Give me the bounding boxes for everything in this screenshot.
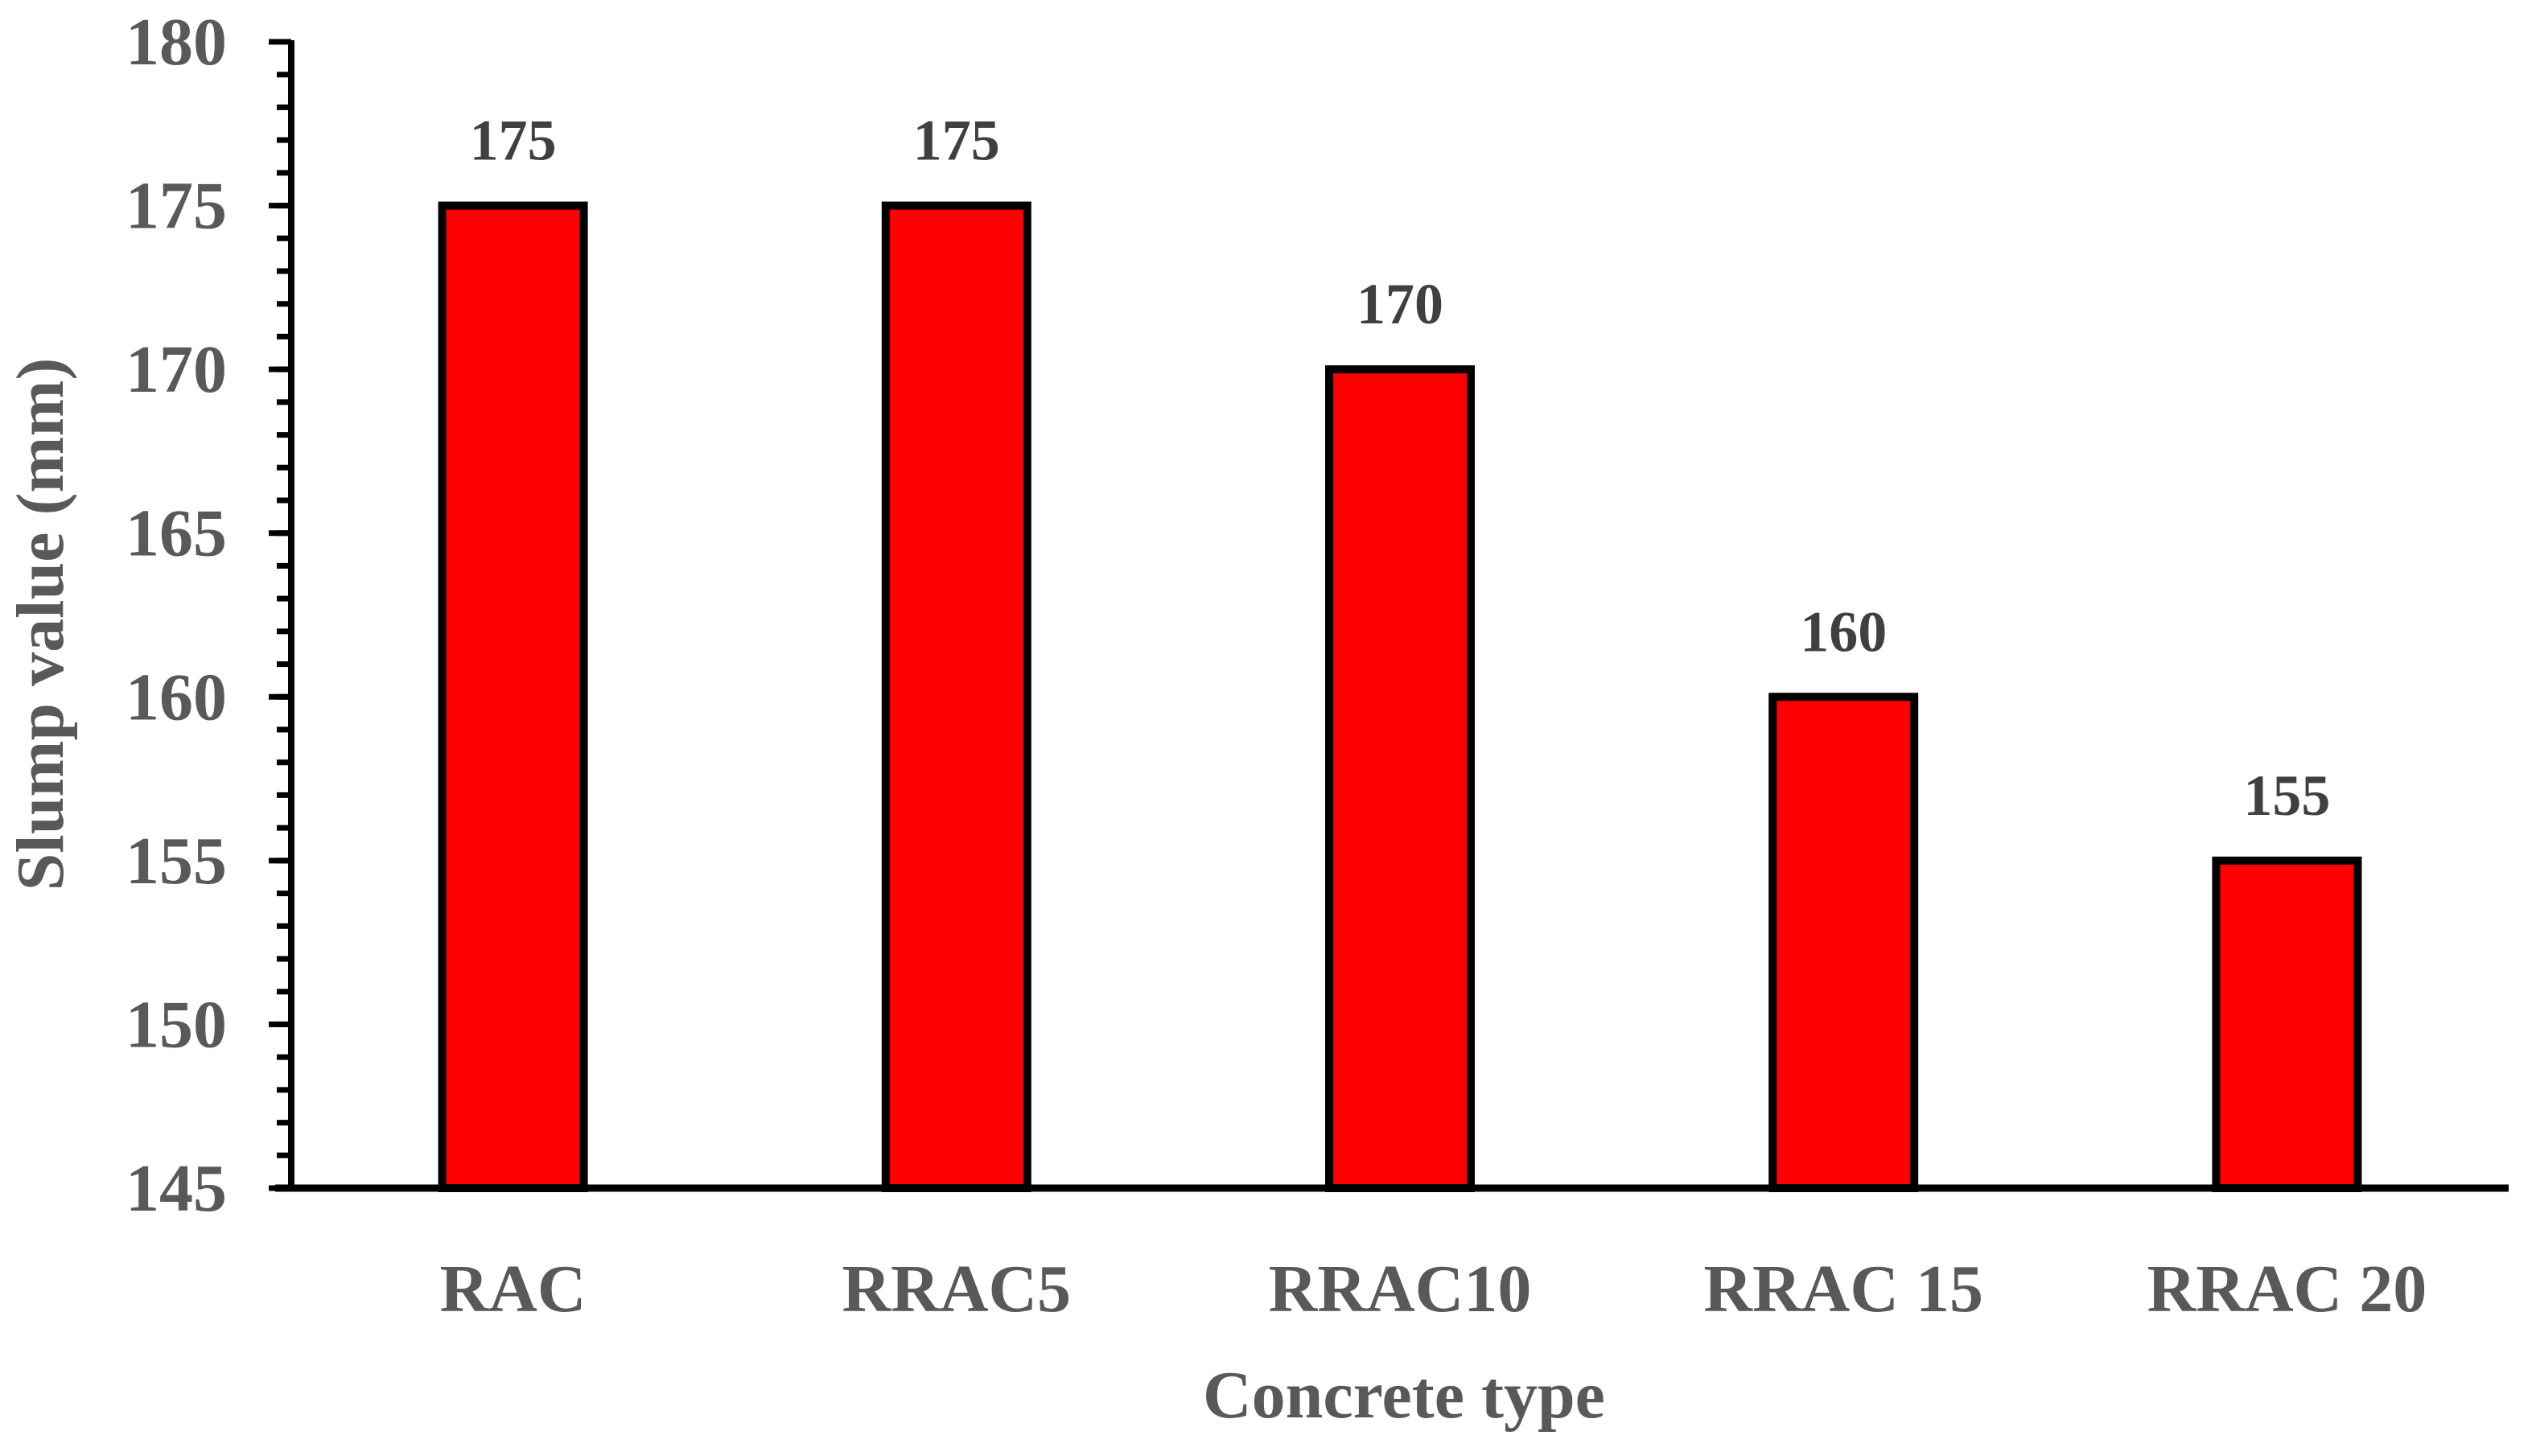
y-axis-title-group: Slump value (mm) bbox=[3, 358, 78, 891]
data-label: 160 bbox=[1800, 599, 1887, 664]
bar-rac bbox=[438, 201, 588, 1193]
x-tick-label: RRAC 15 bbox=[1703, 1252, 1983, 1326]
bars-layer bbox=[438, 201, 2362, 1193]
data-label: 155 bbox=[2243, 763, 2330, 828]
x-axis-title: Concrete type bbox=[1203, 1358, 1605, 1433]
x-tick-label: RRAC10 bbox=[1269, 1252, 1532, 1326]
y-axis: 145 150 155 160 165 170 175 180 bbox=[126, 5, 294, 1226]
bar-rrac10 bbox=[1325, 365, 1475, 1192]
x-tick-label: RAC bbox=[440, 1252, 587, 1326]
y-tick-label: 160 bbox=[126, 660, 227, 734]
data-label: 170 bbox=[1357, 272, 1443, 336]
data-label: 175 bbox=[470, 109, 557, 173]
y-tick-label: 180 bbox=[126, 5, 227, 80]
data-label: 175 bbox=[913, 109, 1000, 173]
x-tick-label: RRAC5 bbox=[842, 1252, 1071, 1326]
y-tick-label: 175 bbox=[126, 169, 227, 244]
y-tick-label: 145 bbox=[126, 1151, 227, 1226]
y-tick-label: 150 bbox=[126, 987, 227, 1062]
x-tick-label: RRAC 20 bbox=[2147, 1252, 2427, 1326]
y-tick-label: 155 bbox=[126, 824, 227, 899]
x-axis: RAC RRAC5 RRAC10 RRAC 15 RRAC 20 bbox=[275, 1184, 2509, 1326]
y-axis-title: Slump value (mm) bbox=[3, 358, 78, 891]
y-tick-label: 170 bbox=[126, 332, 227, 407]
bar-rrac5 bbox=[881, 201, 1031, 1193]
data-labels-layer: 175 175 170 160 155 bbox=[470, 109, 2331, 828]
y-tick-label: 165 bbox=[126, 496, 227, 571]
bar-rrac-15 bbox=[1768, 693, 1919, 1192]
bar-rrac-20 bbox=[2212, 856, 2362, 1193]
